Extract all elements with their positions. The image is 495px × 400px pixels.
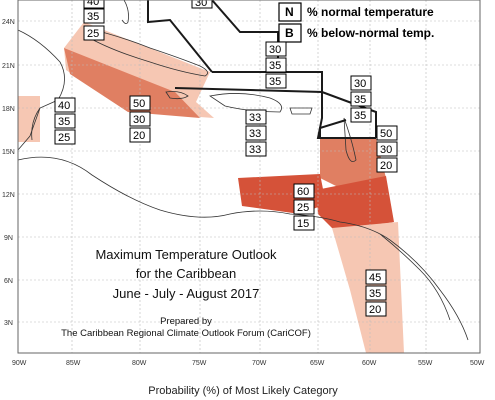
forecast-box-top-right: 30 <box>191 0 213 9</box>
forecast-value: 20 <box>369 304 381 316</box>
forecast-value: 30 <box>133 114 145 126</box>
map-frame <box>17 0 481 354</box>
forecast-value: 40 <box>87 0 99 8</box>
legend-text: % below-normal temp. <box>307 26 434 40</box>
lon-label: 55W <box>418 360 433 367</box>
lat-label: 12N <box>2 192 15 199</box>
map-title-line-1: Maximum Temperature Outlook <box>95 247 277 262</box>
forecast-value: 45 <box>369 272 381 284</box>
forecast-value: 33 <box>249 144 261 156</box>
forecast-box-guianas: 45 35 20 <box>365 269 387 317</box>
legend-letter: N <box>285 5 294 19</box>
lat-label: 9N <box>4 235 13 242</box>
lon-label: 65W <box>310 360 325 367</box>
map-caption: Probability (%) of Most Likely Category <box>148 385 338 397</box>
forecast-value: 25 <box>58 132 70 144</box>
forecast-value: 33 <box>249 112 261 124</box>
forecast-value: 25 <box>87 28 99 40</box>
forecast-box-top-left: 40 35 25 <box>83 0 105 41</box>
forecast-value: 35 <box>354 94 366 106</box>
forecast-value: 35 <box>269 76 281 88</box>
forecast-value: 30 <box>380 144 392 156</box>
lat-label: 15N <box>2 149 15 156</box>
forecast-value: 60 <box>297 186 309 198</box>
forecast-value: 15 <box>297 218 309 230</box>
graticule <box>18 0 480 353</box>
forecast-value: 25 <box>297 202 309 214</box>
forecast-value: 35 <box>354 110 366 122</box>
lon-label: 50W <box>470 360 485 367</box>
forecast-value: 20 <box>380 160 392 172</box>
forecast-value: 35 <box>58 116 70 128</box>
forecast-value: 50 <box>133 98 145 110</box>
legend-key-box <box>278 23 302 43</box>
forecast-value: 35 <box>269 60 281 72</box>
zone-western-caribbean <box>18 96 40 142</box>
forecast-box-hispaniola: 33 33 33 <box>245 109 267 157</box>
lon-label: 70W <box>252 360 267 367</box>
forecast-value: 40 <box>58 100 70 112</box>
credit-line-2: The Caribbean Regional Climate Outlook F… <box>61 328 311 339</box>
legend-key-box <box>278 2 302 22</box>
forecast-value: 50 <box>380 128 392 140</box>
lat-label: 18N <box>2 106 15 113</box>
forecast-box-belize: 40 35 25 <box>54 97 76 145</box>
forecast-box-abc: 60 25 15 <box>293 183 315 231</box>
zone-trinidad <box>316 176 394 232</box>
zone-windward <box>320 138 386 188</box>
lat-label: 21N <box>2 63 15 70</box>
lon-label: 75W <box>192 360 207 367</box>
credit-line-1: Prepared by <box>160 316 212 327</box>
forecast-value: 35 <box>87 11 99 23</box>
forecast-box-bahamas: 30 35 35 <box>265 41 287 89</box>
lon-label: 90W <box>12 360 27 367</box>
legend-text: % normal temperature <box>307 5 434 19</box>
forecast-value: 30 <box>195 0 207 9</box>
legend-letter: B <box>285 26 294 40</box>
lat-label: 6N <box>4 278 13 285</box>
forecast-box-leeward: 30 35 35 <box>350 75 372 123</box>
forecast-value: 35 <box>369 288 381 300</box>
legend: N % normal temperature B % below-normal … <box>278 2 434 43</box>
lon-label: 80W <box>132 360 147 367</box>
lat-label: 3N <box>4 320 13 327</box>
zone-cuba-dark <box>64 48 200 118</box>
map-title-line-2: for the Caribbean <box>136 266 236 281</box>
forecast-box-windward: 50 30 20 <box>376 125 398 173</box>
forecast-value: 30 <box>269 44 281 56</box>
forecast-box-cayman-jamaica: 50 30 20 <box>129 95 151 143</box>
forecast-value: 33 <box>249 128 261 140</box>
lon-label: 60W <box>362 360 377 367</box>
lon-label: 85W <box>66 360 81 367</box>
map-title-line-3: June - July - August 2017 <box>113 286 260 301</box>
lat-label: 24N <box>2 19 15 26</box>
forecast-value: 30 <box>354 78 366 90</box>
forecast-value: 20 <box>133 130 145 142</box>
